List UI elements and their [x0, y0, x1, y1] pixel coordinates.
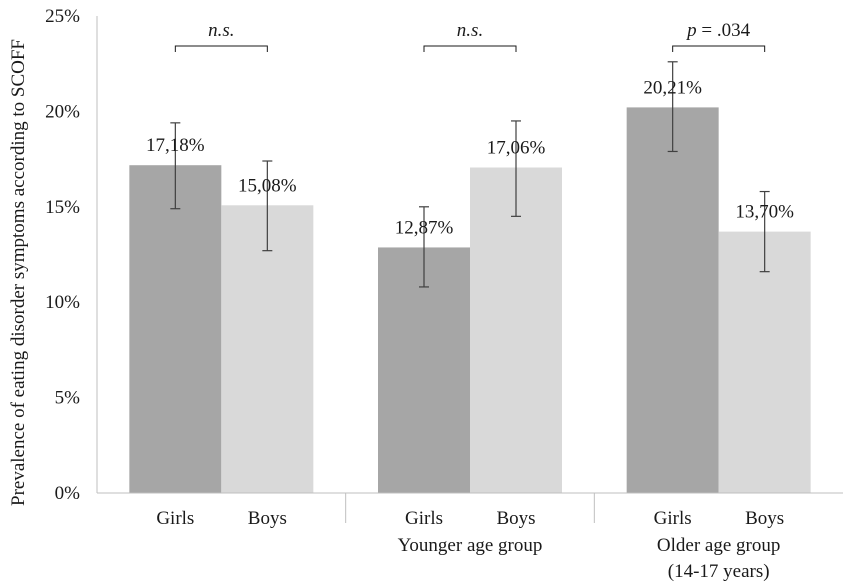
x-category-label: Girls [156, 508, 194, 529]
data-label: 17,18% [146, 135, 205, 156]
y-tick-label: 20% [45, 101, 80, 122]
x-category-label: Boys [745, 508, 784, 529]
x-category-label: Girls [654, 508, 692, 529]
significance-label: n.s. [208, 20, 234, 41]
x-category-label: Boys [496, 508, 535, 529]
value-labels: 17,18% 15,08% 12,87% 17,06% 20,21% 13,70% [146, 77, 794, 238]
data-label: 13,70% [735, 202, 794, 223]
x-category-label: Girls [405, 508, 443, 529]
significance-bracket [672, 45, 766, 52]
error-bars [170, 61, 770, 288]
data-label: 17,06% [487, 137, 546, 158]
x-category-label: Boys [248, 508, 287, 529]
x-group-label: Older age group [657, 535, 780, 556]
y-axis-ticks: 0% 5% 10% 15% 20% 25% [45, 6, 80, 504]
y-tick-label: 15% [45, 197, 80, 218]
x-group-label: Younger age group [398, 535, 543, 556]
bar-girls-group-3 [626, 107, 719, 494]
bar-girls-group-2 [378, 247, 470, 493]
bars [129, 107, 811, 494]
x-group-label-line2: (14-17 years) [668, 561, 770, 582]
y-axis-title-text: Prevalence of eating disorder symptoms a… [8, 39, 29, 506]
y-axis-title: Prevalence of eating disorder symptoms a… [8, 39, 29, 506]
y-tick-label: 0% [55, 483, 81, 504]
significance-label: p = .034 [685, 20, 750, 41]
bar-boys-group-3 [718, 231, 811, 493]
bar-boys-group-2 [470, 167, 562, 494]
y-tick-label: 10% [45, 292, 80, 313]
x-axis-labels: Girls Boys Girls Boys Younger age group Girls… [156, 508, 784, 582]
data-label: 12,87% [395, 217, 454, 238]
data-label: 20,21% [643, 77, 702, 98]
significance-brackets: n.s. n.s. p = .034 [174, 20, 766, 52]
significance-bracket [423, 45, 517, 52]
bar-girls-group-1 [129, 165, 222, 493]
y-tick-label: 5% [55, 388, 81, 409]
y-tick-label: 25% [45, 6, 80, 27]
bar-boys-group-1 [221, 205, 314, 493]
axes [96, 16, 843, 523]
data-label: 15,08% [238, 175, 297, 196]
significance-bracket [174, 45, 268, 52]
significance-label: n.s. [457, 20, 483, 41]
